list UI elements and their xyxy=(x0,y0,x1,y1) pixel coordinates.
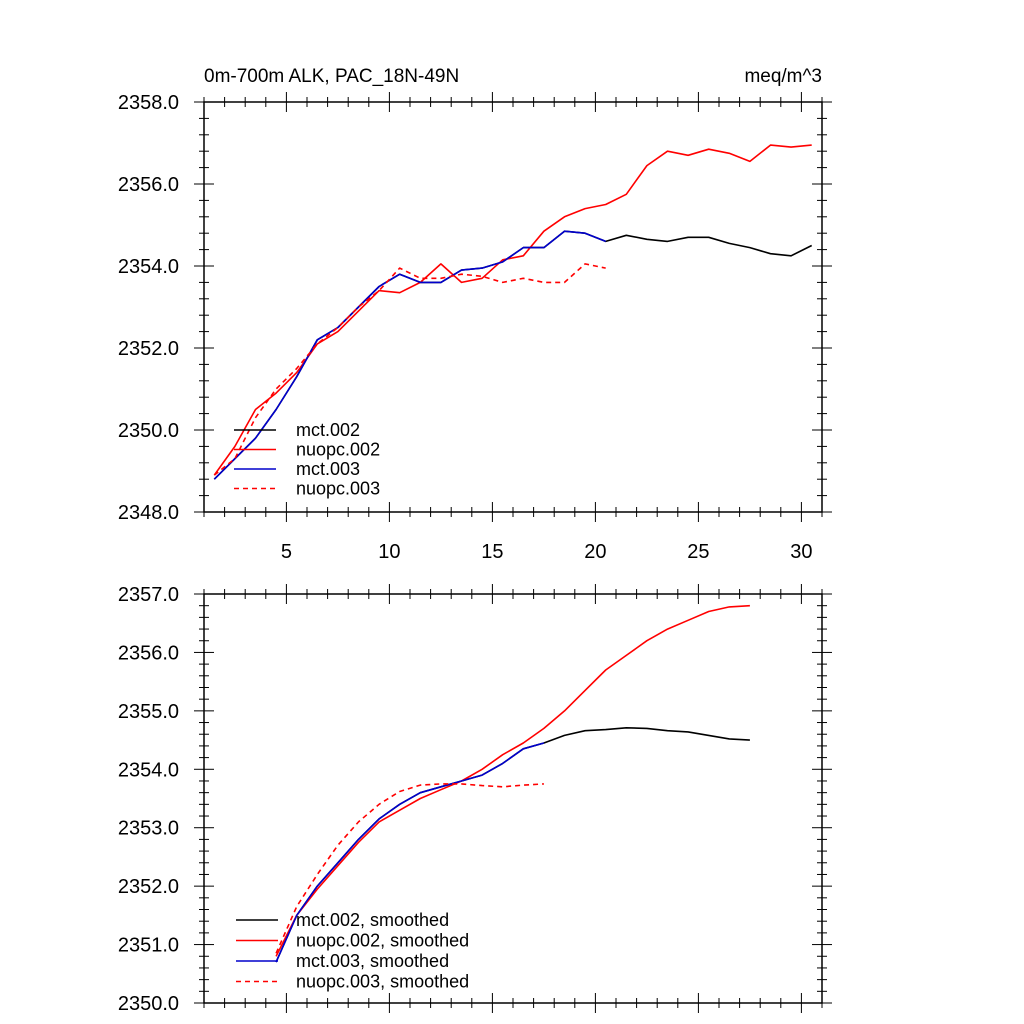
y-tick-label: 2352.0 xyxy=(118,876,179,898)
legend-label: nuopc.002, smoothed xyxy=(296,931,469,951)
x-tick-label: 10 xyxy=(378,541,400,563)
legend-label: nuopc.003 xyxy=(296,479,380,499)
bottom-chart-ticks xyxy=(194,584,832,1013)
y-tick-label: 2356.0 xyxy=(118,642,179,664)
series-line-nuopc-003 xyxy=(213,263,606,476)
legend-label: nuopc.002 xyxy=(296,440,380,460)
top-chart-title: 0m-700m ALK, PAC_18N-49N xyxy=(204,66,459,87)
top-chart-panel: 0m-700m ALK, PAC_18N-49N meq/m^3 2348.02… xyxy=(118,66,832,563)
bottom-chart-y-tick-labels: 2350.0 2351.0 2352.0 2353.0 2354.0 2355.0 2356… xyxy=(118,584,179,1015)
y-tick-label: 2358.0 xyxy=(118,92,179,114)
x-tick-label: 20 xyxy=(584,541,606,563)
bottom-chart-panel: 2350.0 2351.0 2352.0 2353.0 2354.0 2355.0 2356… xyxy=(118,584,832,1015)
bottom-chart-frame xyxy=(203,593,823,1004)
series-line-mct-003 xyxy=(275,742,545,963)
bottom-chart-series-lines xyxy=(275,604,750,963)
y-tick-label: 2356.0 xyxy=(118,174,179,196)
x-tick-label: 5 xyxy=(281,541,292,563)
y-tick-label: 2352.0 xyxy=(118,338,179,360)
series-line-mct-003 xyxy=(213,230,606,480)
x-tick-label: 15 xyxy=(481,541,503,563)
legend-label: nuopc.003, smoothed xyxy=(296,972,469,992)
y-tick-label: 2355.0 xyxy=(118,701,179,723)
y-tick-label: 2354.0 xyxy=(118,759,179,781)
top-chart-y-tick-labels: 2348.0 2350.0 2352.0 2354.0 2356.0 2358.0 xyxy=(118,92,179,524)
y-tick-label: 2348.0 xyxy=(118,502,179,524)
top-chart-units: meq/m^3 xyxy=(744,66,822,87)
top-chart-x-tick-labels: 5 10 15 20 25 30 xyxy=(281,541,813,563)
legend-label: mct.002 xyxy=(296,420,360,440)
legend-label: mct.003 xyxy=(296,459,360,479)
y-tick-label: 2350.0 xyxy=(118,420,179,442)
legend-label: mct.003, smoothed xyxy=(296,951,449,971)
y-tick-label: 2350.0 xyxy=(118,993,179,1015)
y-tick-label: 2354.0 xyxy=(118,256,179,278)
series-line-nuopc-002 xyxy=(275,604,750,957)
y-tick-label: 2357.0 xyxy=(118,584,179,606)
top-chart-frame xyxy=(203,101,823,513)
y-tick-label: 2351.0 xyxy=(118,935,179,957)
y-tick-label: 2353.0 xyxy=(118,818,179,840)
legend-label: mct.002, smoothed xyxy=(296,910,449,930)
top-chart-series-lines xyxy=(213,144,813,480)
x-tick-label: 25 xyxy=(687,541,709,563)
series-line-nuopc-003 xyxy=(275,783,544,954)
x-tick-label: 30 xyxy=(790,541,812,563)
